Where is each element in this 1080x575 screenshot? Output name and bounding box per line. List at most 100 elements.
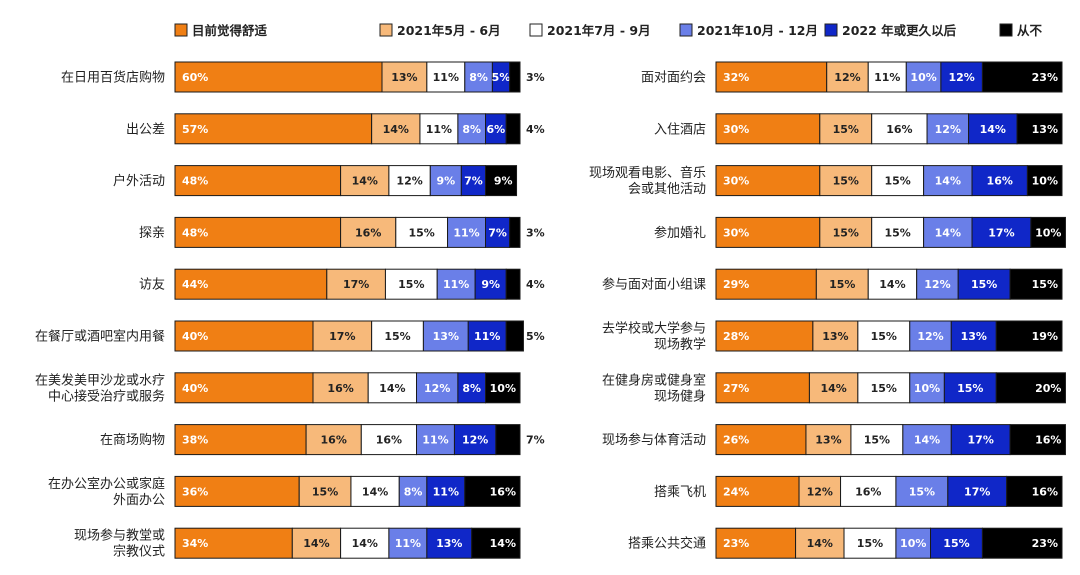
- data-label: 13%: [436, 537, 462, 550]
- data-label: 12%: [917, 330, 943, 343]
- data-label: 40%: [182, 382, 208, 395]
- bar-segment: [174, 61, 383, 93]
- category-label: 在商场购物: [100, 432, 165, 448]
- data-label: 12%: [924, 278, 950, 291]
- data-label: 15%: [398, 278, 424, 291]
- data-label: 15%: [909, 485, 935, 498]
- data-label: 8%: [404, 485, 423, 498]
- data-label: 48%: [182, 226, 208, 239]
- data-label: 13%: [822, 330, 848, 343]
- bar-segment: [867, 268, 918, 300]
- legend-swatch: [529, 23, 543, 37]
- bar-segment: [715, 165, 821, 197]
- legend-label: 2021年7月 - 9月: [547, 23, 651, 38]
- data-label: 16%: [1032, 485, 1058, 498]
- data-label: 11%: [474, 330, 500, 343]
- data-label: 15%: [409, 226, 435, 239]
- bar-segment: [174, 475, 300, 507]
- data-label: 17%: [964, 485, 990, 498]
- bar-segment: [1026, 165, 1063, 197]
- bar-segment: [819, 216, 873, 248]
- category-label: 现场观看电影、音乐会或其他活动: [589, 165, 706, 197]
- bar-segment: [930, 527, 983, 559]
- bar-segment: [371, 113, 421, 145]
- bar-segment: [505, 113, 521, 145]
- legend-item: 从不: [999, 23, 1043, 38]
- data-label: 15%: [833, 175, 859, 188]
- bar-segment: [902, 424, 952, 456]
- bar-segment: [174, 113, 373, 145]
- bar-segment: [174, 424, 307, 456]
- bar-segment: [509, 61, 521, 93]
- data-label: 14%: [362, 485, 388, 498]
- legend-label: 目前觉得舒适: [192, 23, 268, 38]
- bar-segment: [340, 527, 390, 559]
- bar-segment: [923, 165, 973, 197]
- bar-segment: [495, 424, 521, 456]
- bar-segment: [485, 372, 521, 404]
- bar-segment: [174, 372, 314, 404]
- data-label: 17%: [988, 226, 1014, 239]
- data-label: 12%: [807, 485, 833, 498]
- bar-segment: [298, 475, 352, 507]
- data-label: 16%: [886, 123, 912, 136]
- bar-segment: [819, 165, 873, 197]
- category-label: 访友: [139, 277, 165, 293]
- data-label: 12%: [396, 175, 422, 188]
- data-label: 17%: [968, 434, 994, 447]
- data-label: 11%: [443, 278, 469, 291]
- data-label: 30%: [723, 123, 749, 136]
- data-label: 38%: [182, 434, 208, 447]
- data-label: 15%: [384, 330, 410, 343]
- data-label: 10%: [910, 71, 936, 84]
- data-label: 7%: [488, 226, 507, 239]
- data-label: 14%: [352, 537, 378, 550]
- data-label: 23%: [1032, 71, 1058, 84]
- data-label: 27%: [723, 382, 749, 395]
- bar-segment: [436, 268, 476, 300]
- data-label: 10%: [1032, 175, 1058, 188]
- data-label: 60%: [182, 71, 208, 84]
- data-label: 14%: [935, 226, 961, 239]
- data-label: 14%: [879, 278, 905, 291]
- bar-segment: [426, 61, 466, 93]
- data-label: 10%: [1035, 226, 1061, 239]
- data-label: 36%: [182, 485, 208, 498]
- data-label: 8%: [469, 71, 488, 84]
- category-label: 入住酒店: [654, 122, 706, 137]
- bar-segment: [715, 216, 821, 248]
- data-label: 15%: [871, 330, 897, 343]
- category-label: 出公差: [126, 122, 165, 137]
- bar-segment: [795, 527, 845, 559]
- data-label: 14%: [379, 382, 405, 395]
- bar-segment: [174, 527, 293, 559]
- bar-segment: [360, 424, 417, 456]
- data-label: 11%: [395, 537, 421, 550]
- data-label: 30%: [723, 175, 749, 188]
- legend-label: 2021年10月 - 12月: [697, 23, 818, 38]
- data-label: 15%: [857, 537, 883, 550]
- bar-segment: [305, 424, 362, 456]
- data-label: 12%: [462, 434, 488, 447]
- legend-item: 2022 年或更久以后: [824, 23, 957, 38]
- data-label: 16%: [987, 175, 1013, 188]
- bar-segment: [826, 61, 869, 93]
- data-label: 3%: [526, 226, 545, 239]
- bar-segment: [867, 61, 907, 93]
- data-label: 14%: [383, 123, 409, 136]
- category-label: 参加婚礼: [654, 225, 706, 241]
- data-label: 3%: [526, 71, 545, 84]
- legend-label: 2022 年或更久以后: [842, 23, 957, 38]
- bar-row: 在办公室办公或家庭外面办公 36% 15% 14% 8% 11% 16%: [48, 475, 521, 508]
- data-label: 15%: [864, 434, 890, 447]
- data-label: 20%: [1035, 382, 1061, 395]
- bar-segment: [916, 268, 959, 300]
- data-label: 9%: [436, 175, 455, 188]
- category-label: 参与面对面小组课: [602, 277, 706, 293]
- bar-segment: [340, 165, 390, 197]
- data-label: 16%: [321, 434, 347, 447]
- data-label: 9%: [494, 175, 513, 188]
- data-label: 15%: [871, 382, 897, 395]
- bar-segment: [416, 372, 459, 404]
- bar-segment: [1009, 424, 1066, 456]
